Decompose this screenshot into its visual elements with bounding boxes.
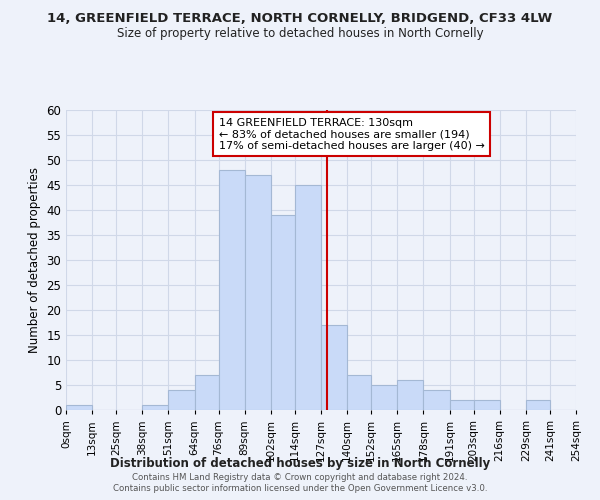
- Bar: [473, 400, 500, 410]
- Text: Contains HM Land Registry data © Crown copyright and database right 2024.: Contains HM Land Registry data © Crown c…: [132, 472, 468, 482]
- Bar: [295, 185, 321, 410]
- Text: Distribution of detached houses by size in North Cornelly: Distribution of detached houses by size …: [110, 458, 490, 470]
- Bar: [449, 400, 473, 410]
- Bar: [397, 380, 424, 410]
- Bar: [169, 390, 194, 410]
- Bar: [321, 325, 347, 410]
- Y-axis label: Number of detached properties: Number of detached properties: [28, 167, 41, 353]
- Bar: [371, 385, 397, 410]
- Bar: [245, 175, 271, 410]
- Bar: [194, 375, 218, 410]
- Bar: [424, 390, 449, 410]
- Bar: [271, 215, 295, 410]
- Text: Contains public sector information licensed under the Open Government Licence v3: Contains public sector information licen…: [113, 484, 487, 493]
- Bar: [66, 405, 92, 410]
- Bar: [218, 170, 245, 410]
- Text: 14, GREENFIELD TERRACE, NORTH CORNELLY, BRIDGEND, CF33 4LW: 14, GREENFIELD TERRACE, NORTH CORNELLY, …: [47, 12, 553, 26]
- Text: Size of property relative to detached houses in North Cornelly: Size of property relative to detached ho…: [116, 28, 484, 40]
- Bar: [347, 375, 371, 410]
- Bar: [142, 405, 169, 410]
- Bar: [526, 400, 550, 410]
- Text: 14 GREENFIELD TERRACE: 130sqm
← 83% of detached houses are smaller (194)
17% of : 14 GREENFIELD TERRACE: 130sqm ← 83% of d…: [218, 118, 484, 150]
